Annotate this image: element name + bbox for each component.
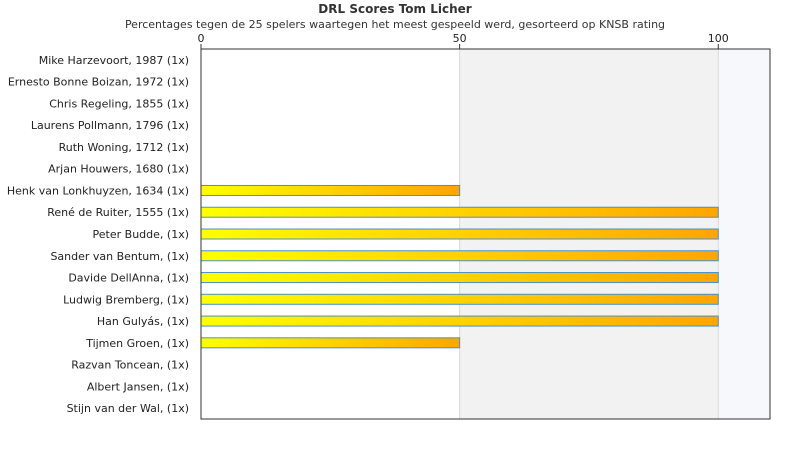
category-label: Tijmen Groen, (1x) — [85, 337, 189, 350]
category-label: Sander van Bentum, (1x) — [50, 250, 189, 263]
bar — [200, 315, 719, 327]
x-tick-label: 0 — [198, 32, 205, 45]
bar — [200, 293, 719, 305]
x-tick-label: 50 — [453, 32, 467, 45]
category-label: René de Ruiter, 1555 (1x) — [47, 206, 189, 219]
category-label: Ruth Woning, 1712 (1x) — [59, 141, 189, 154]
category-label: Razvan Toncean, (1x) — [71, 359, 189, 372]
chart-subtitle: Percentages tegen de 25 spelers waartege… — [124, 18, 666, 31]
bar — [200, 337, 461, 349]
category-label: Chris Regeling, 1855 (1x) — [49, 97, 189, 110]
category-label: Henk van Lonkhuyzen, 1634 (1x) — [7, 184, 189, 197]
category-label: Davide DellAnna, (1x) — [68, 272, 189, 285]
category-label: Han Gulyás, (1x) — [97, 315, 189, 328]
background-band — [718, 49, 770, 419]
category-label: Stijn van der Wal, (1x) — [67, 402, 189, 415]
x-tick-label: 100 — [708, 32, 729, 45]
bar — [200, 272, 719, 284]
plot-frame — [200, 48, 771, 420]
category-label: Albert Jansen, (1x) — [87, 380, 189, 393]
chart-title: DRL Scores Tom Licher — [318, 2, 472, 16]
category-label: Ernesto Bonne Boizan, 1972 (1x) — [8, 76, 189, 89]
bar — [200, 250, 719, 262]
bar — [200, 228, 719, 240]
category-label: Peter Budde, (1x) — [93, 228, 189, 241]
bar — [200, 206, 719, 218]
category-label: Laurens Pollmann, 1796 (1x) — [31, 119, 189, 132]
category-label: Mike Harzevoort, 1987 (1x) — [39, 54, 189, 67]
bar — [200, 184, 461, 196]
category-label: Arjan Houwers, 1680 (1x) — [48, 163, 189, 176]
category-label: Ludwig Bremberg, (1x) — [63, 293, 189, 306]
